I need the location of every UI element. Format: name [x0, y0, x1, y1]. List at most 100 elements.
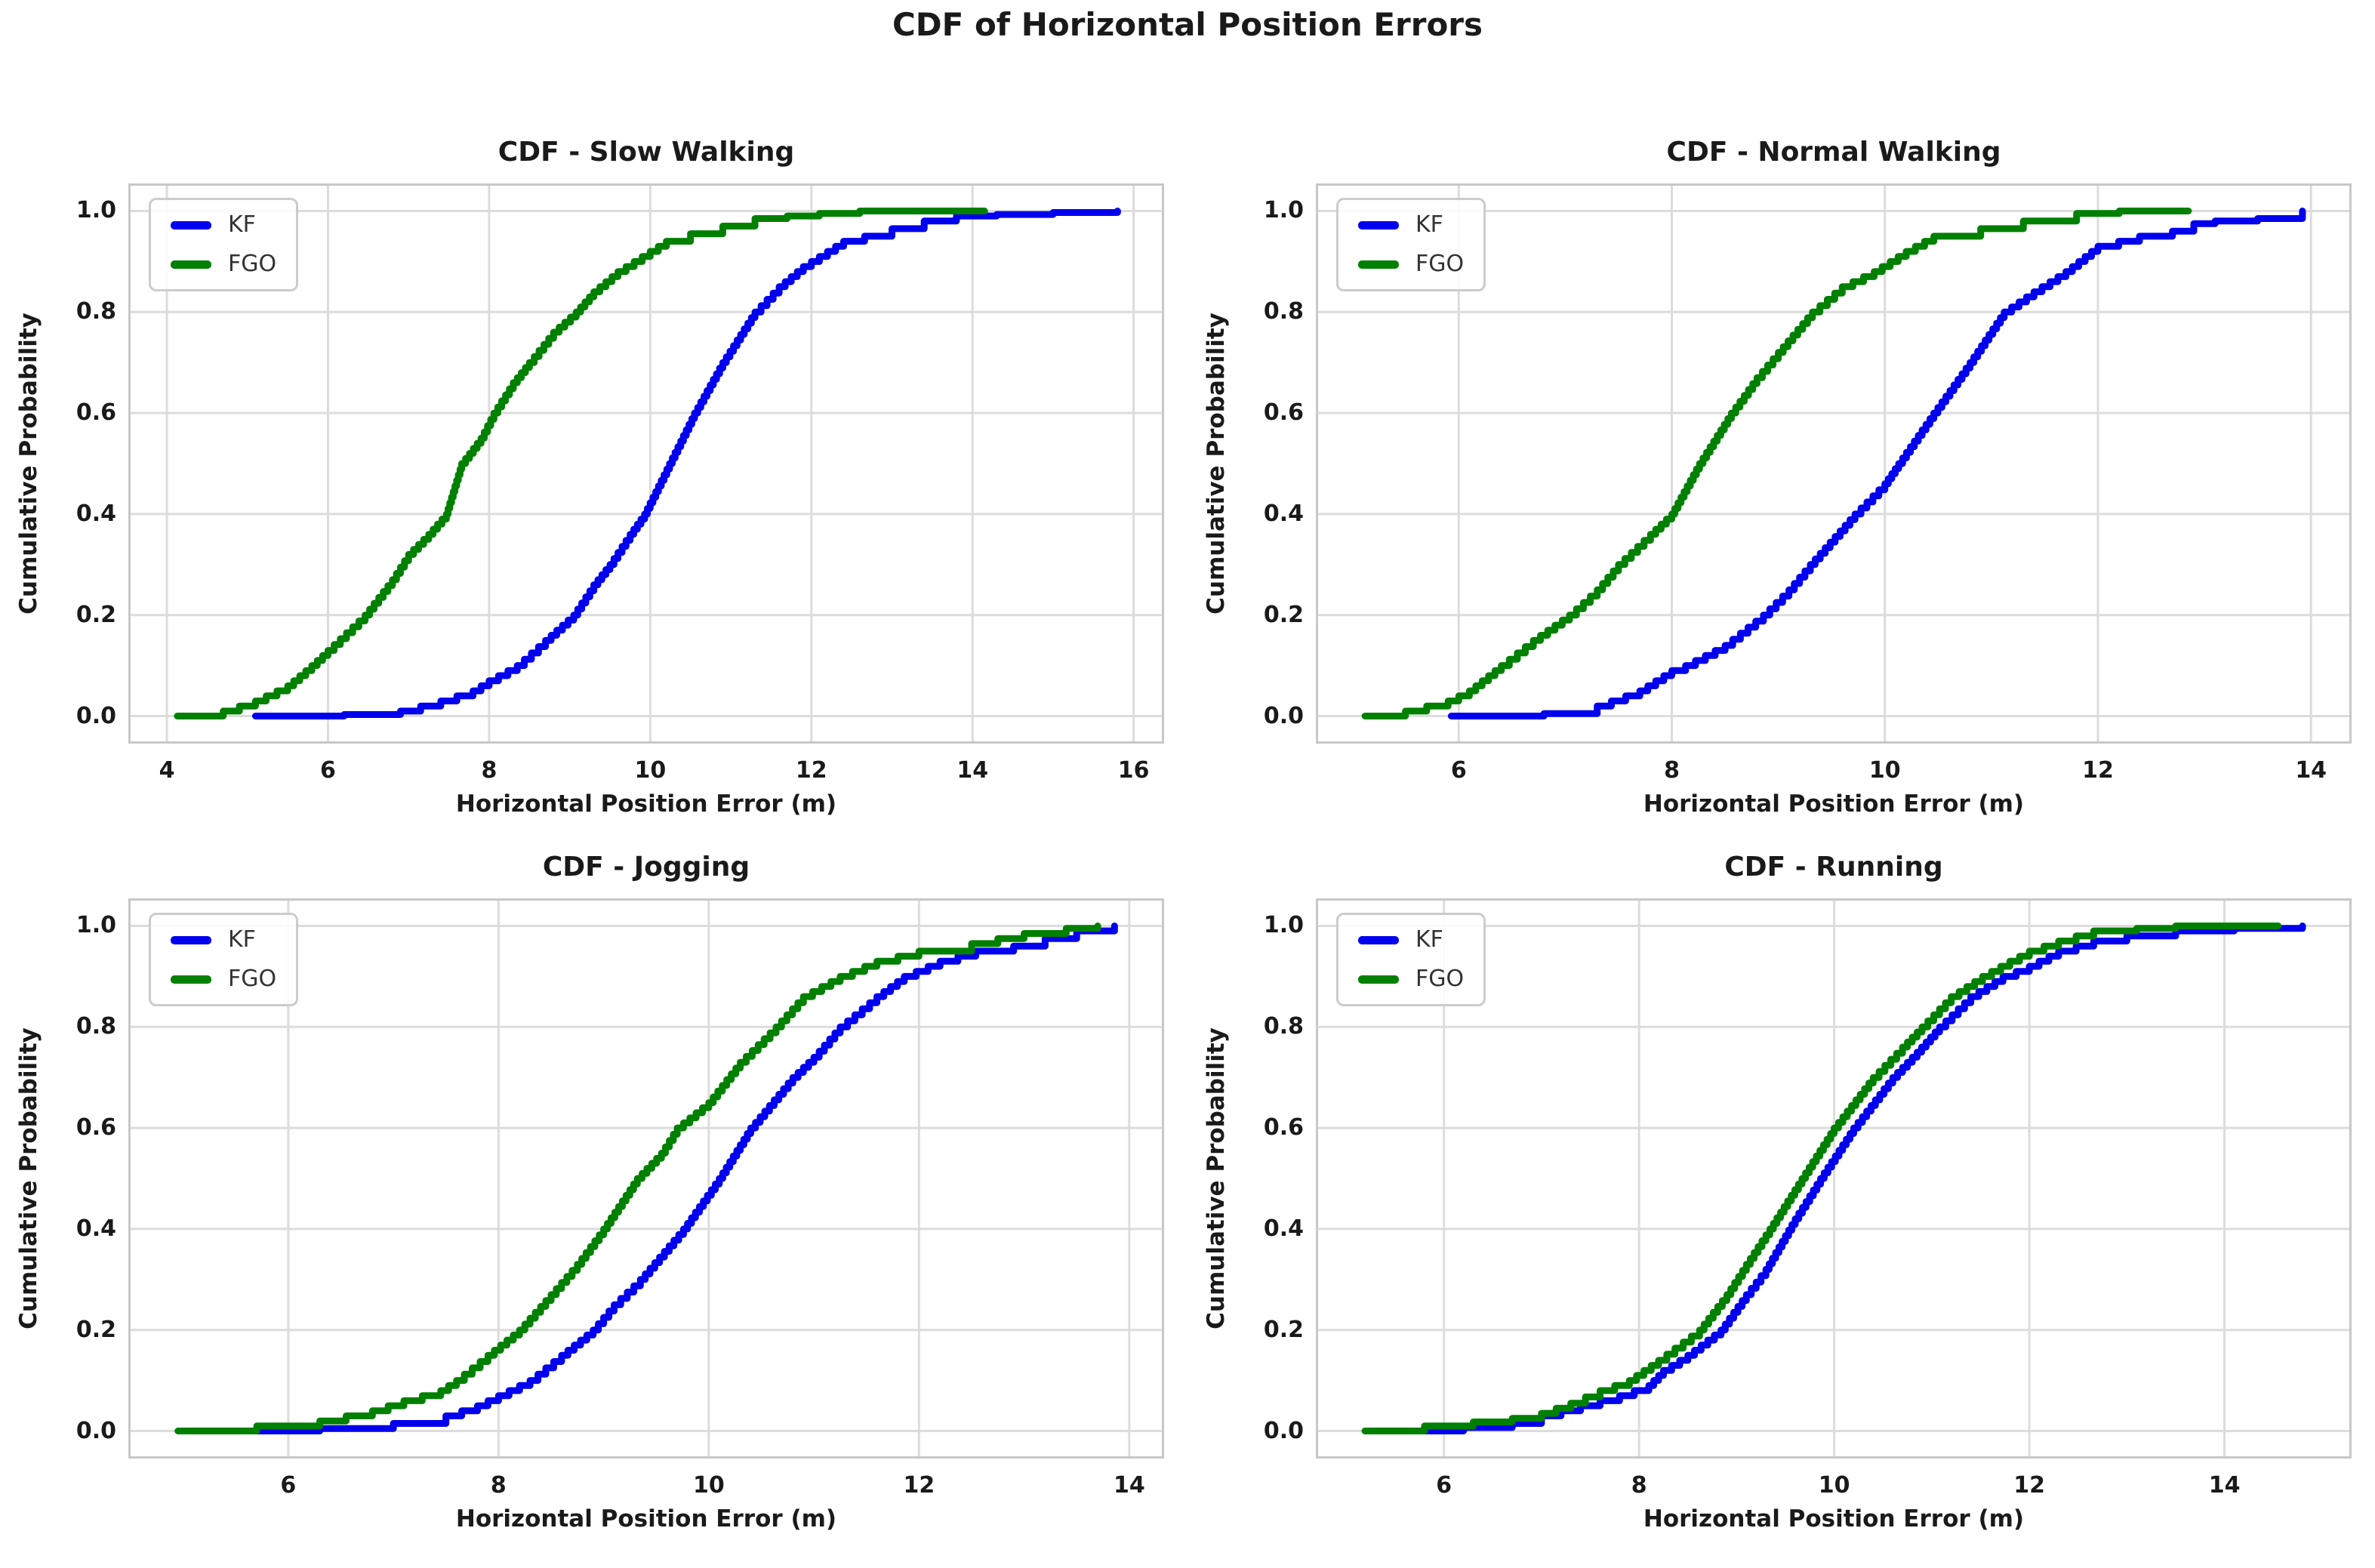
- y-axis-tick-label: 0.4: [1263, 1215, 1304, 1242]
- fgo-legend-swatch: [1358, 260, 1399, 269]
- x-axis-tick-label: 6: [1450, 757, 1467, 784]
- legend-item-kf: KF: [171, 929, 276, 951]
- x-axis-label: Horizontal Position Error (m): [1643, 790, 2025, 818]
- x-axis-tick-label: 12: [795, 757, 827, 784]
- plot-area: KF FGO: [128, 898, 1164, 1459]
- x-axis-tick-label: 8: [490, 1472, 507, 1499]
- x-axis-tick-label: 14: [1113, 1472, 1145, 1499]
- legend-label: KF: [1415, 926, 1443, 953]
- legend-item-kf: KF: [171, 214, 276, 236]
- y-axis-tick-label: 1.0: [1263, 912, 1304, 939]
- legend-label: FGO: [1415, 251, 1465, 277]
- x-axis-tick-label: 6: [280, 1472, 297, 1499]
- y-axis-tick-label: 0.8: [1263, 298, 1304, 325]
- y-axis-tick-label: 0.8: [75, 1013, 116, 1040]
- subplot-title: CDF - Slow Walking: [497, 137, 795, 168]
- y-axis-tick-label: 1.0: [1263, 197, 1304, 224]
- fgo-curve: [174, 208, 988, 719]
- y-axis-tick-label: 0.2: [75, 601, 116, 628]
- y-axis-label: Cumulative Probability: [15, 313, 42, 615]
- y-axis-tick-label: 0.4: [75, 500, 116, 527]
- x-axis-tick-label: 12: [2082, 757, 2114, 784]
- legend-item-fgo: FGO: [1358, 253, 1464, 276]
- fgo-curve: [174, 923, 1101, 1434]
- kf-curve: [251, 208, 1121, 719]
- legend-label: KF: [1415, 211, 1443, 238]
- x-axis-tick-label: 8: [481, 757, 497, 784]
- legend-label: FGO: [1415, 966, 1465, 992]
- subplot-normal-walking: CDF - Normal Walking Cumulative Probabil…: [1188, 137, 2375, 839]
- chart-canvas: [131, 901, 1162, 1456]
- y-axis-tick-label: 0.0: [1263, 1417, 1304, 1444]
- chart-canvas: [131, 186, 1162, 741]
- x-axis-label: Horizontal Position Error (m): [1643, 1505, 2025, 1533]
- kf-curve: [1447, 208, 2306, 719]
- kf-legend-swatch: [171, 935, 211, 944]
- legend-label: FGO: [228, 966, 277, 992]
- y-axis-tick-label: 0.6: [75, 399, 116, 427]
- legend-item-kf: KF: [1358, 214, 1464, 236]
- y-axis-label: Cumulative Probability: [15, 1027, 42, 1329]
- x-axis-tick-label: 14: [2208, 1472, 2241, 1499]
- y-axis-tick-label: 0.6: [1263, 399, 1304, 427]
- plot-area: KF FGO: [1316, 898, 2352, 1459]
- y-axis-tick-label: 0.8: [1263, 1013, 1304, 1040]
- figure-title: CDF of Horizontal Position Errors: [892, 6, 1483, 43]
- legend-label: KF: [228, 926, 256, 953]
- legend: KF FGO: [149, 913, 299, 1006]
- y-axis-tick-label: 0.2: [75, 1316, 116, 1343]
- legend-label: KF: [228, 211, 256, 238]
- x-axis-label: Horizontal Position Error (m): [455, 1505, 837, 1533]
- x-axis-tick-label: 6: [1436, 1472, 1452, 1499]
- subplot-title: CDF - Normal Walking: [1666, 137, 2001, 168]
- x-axis-tick-label: 8: [1631, 1472, 1647, 1499]
- subplot-running: CDF - Running Cumulative Probability KF …: [1188, 852, 2375, 1554]
- fgo-legend-swatch: [1358, 975, 1399, 984]
- y-axis-tick-label: 0.6: [1263, 1114, 1304, 1141]
- y-axis-tick-label: 0.6: [75, 1114, 116, 1141]
- x-axis-label: Horizontal Position Error (m): [455, 790, 837, 818]
- plot-area: KF FGO: [128, 183, 1164, 744]
- subplot-slow-walking: CDF - Slow Walking Cumulative Probabilit…: [0, 137, 1188, 839]
- chart-canvas: [1318, 901, 2349, 1456]
- subplot-title: CDF - Running: [1724, 852, 1943, 883]
- fgo-curve: [1361, 923, 2282, 1434]
- y-axis-tick-label: 1.0: [75, 912, 116, 939]
- y-axis-tick-label: 0.0: [75, 702, 116, 729]
- x-axis-tick-label: 8: [1664, 757, 1680, 784]
- fgo-curve: [1361, 208, 2192, 719]
- x-axis-tick-label: 10: [1818, 1472, 1850, 1499]
- kf-legend-swatch: [1358, 935, 1399, 944]
- kf-curve: [234, 923, 1118, 1434]
- fgo-legend-swatch: [171, 975, 211, 984]
- legend-item-fgo: FGO: [1358, 968, 1464, 990]
- chart-canvas: [1318, 186, 2349, 741]
- kf-legend-swatch: [1358, 220, 1399, 230]
- y-axis-tick-label: 0.2: [1263, 1316, 1304, 1343]
- legend: KF FGO: [1336, 913, 1486, 1006]
- subplot-title: CDF - Jogging: [542, 852, 750, 883]
- y-axis-tick-label: 0.0: [1263, 702, 1304, 729]
- y-axis-tick-label: 0.0: [75, 1417, 116, 1444]
- x-axis-tick-label: 14: [2295, 757, 2327, 784]
- kf-curve: [1397, 923, 2306, 1434]
- y-axis-tick-label: 1.0: [75, 197, 116, 224]
- x-axis-tick-label: 10: [692, 1472, 725, 1499]
- y-axis-tick-label: 0.4: [75, 1215, 116, 1242]
- x-axis-tick-label: 14: [956, 757, 989, 784]
- y-axis-tick-label: 0.4: [1263, 500, 1304, 527]
- legend-item-kf: KF: [1358, 929, 1464, 951]
- legend: KF FGO: [149, 198, 299, 291]
- x-axis-tick-label: 6: [320, 757, 336, 784]
- x-axis-tick-label: 10: [1868, 757, 1901, 784]
- x-axis-tick-label: 12: [2013, 1472, 2045, 1499]
- legend-label: FGO: [228, 251, 277, 277]
- y-axis-tick-label: 0.8: [75, 298, 116, 325]
- x-axis-tick-label: 12: [903, 1472, 935, 1499]
- subplot-jogging: CDF - Jogging Cumulative Probability KF …: [0, 852, 1188, 1554]
- x-axis-tick-label: 16: [1117, 757, 1150, 784]
- kf-legend-swatch: [171, 220, 211, 230]
- y-axis-tick-label: 0.2: [1263, 601, 1304, 628]
- legend: KF FGO: [1336, 198, 1486, 291]
- y-axis-label: Cumulative Probability: [1203, 313, 1230, 615]
